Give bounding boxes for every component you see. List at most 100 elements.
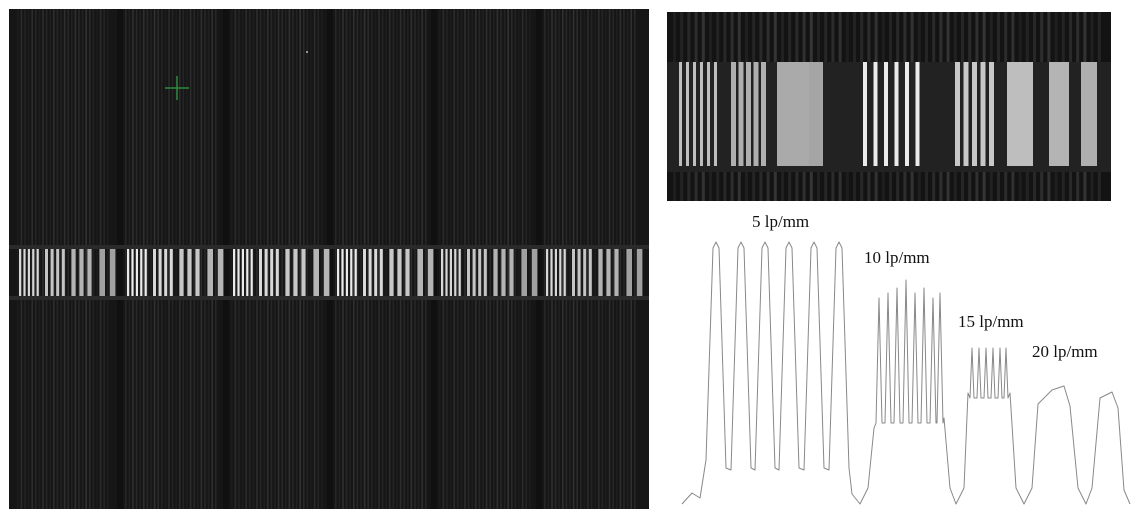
inset-bar [915, 62, 920, 166]
intensity-profile-plot: 5 lp/mm 10 lp/mm 15 lp/mm 20 lp/mm [672, 208, 1131, 512]
vertical-streak [204, 9, 206, 509]
bar-element [550, 249, 553, 296]
bar-element [195, 249, 200, 296]
vertical-streak [489, 9, 491, 509]
vertical-streak [256, 9, 258, 509]
vertical-streak [518, 9, 520, 509]
bar-element [275, 249, 279, 296]
vertical-streak [168, 9, 170, 509]
bar-element [323, 249, 330, 296]
main-image-canvas [9, 9, 649, 509]
vertical-streak [310, 9, 312, 509]
vertical-streak [353, 9, 355, 509]
bar-element [389, 249, 394, 296]
bar-element [250, 249, 253, 296]
vertical-streak [125, 9, 127, 509]
vertical-streak [193, 9, 195, 509]
bar-element [233, 249, 236, 296]
bar-element [36, 249, 39, 296]
bar-element [454, 249, 457, 296]
vertical-streak [403, 9, 405, 509]
vertical-streak [186, 9, 188, 509]
vertical-streak [96, 9, 98, 509]
bar-element [467, 249, 470, 296]
vertical-streak [146, 9, 149, 509]
bar-element [509, 249, 514, 296]
vertical-streak [471, 9, 473, 509]
bar-element [285, 249, 290, 296]
vertical-streak [231, 9, 233, 509]
bar-element [397, 249, 402, 296]
bar-element [521, 249, 527, 296]
vertical-streak [78, 9, 80, 509]
vertical-streak [53, 9, 55, 509]
bar-element [341, 249, 344, 296]
bar-element [61, 249, 65, 296]
vertical-streak [107, 9, 109, 509]
bar-element [187, 249, 192, 296]
vertical-streak [378, 9, 380, 509]
bar-element [445, 249, 448, 296]
vertical-streak [17, 9, 19, 509]
vertical-streak [263, 9, 265, 509]
bar-element [79, 249, 84, 296]
bar-element [313, 249, 319, 296]
inset-magnified-image [667, 12, 1111, 201]
label-15-lp-mm: 15 lp/mm [958, 312, 1024, 331]
bar-element [23, 249, 26, 296]
inset-bar [884, 62, 888, 166]
vertical-streak [507, 9, 509, 509]
vertical-streak [612, 9, 614, 509]
bar-element [293, 249, 298, 296]
vertical-streak [60, 9, 62, 509]
inset-bar [700, 62, 703, 166]
inset-bar [955, 62, 960, 166]
bar-element [99, 249, 105, 296]
vertical-streak [360, 9, 362, 509]
vertical-streak [252, 9, 255, 509]
bar-element [71, 249, 76, 296]
vertical-streak [67, 9, 69, 509]
bar-element [598, 249, 603, 296]
inset-bar [1049, 62, 1069, 166]
bar-element [345, 249, 348, 296]
inset-bar [693, 62, 696, 166]
vertical-streak [281, 9, 283, 509]
vertical-streak [482, 9, 484, 509]
inset-bar [707, 62, 710, 166]
bar-element [606, 249, 611, 296]
bar-element [379, 249, 383, 296]
inset-bar [989, 62, 994, 166]
bar-element [441, 249, 444, 296]
bar-element [140, 249, 143, 296]
vertical-streak [414, 9, 416, 509]
bar-element [472, 249, 476, 296]
group-gap [223, 9, 229, 509]
bar-element [32, 249, 35, 296]
vertical-streak [457, 9, 459, 509]
bar-element [246, 249, 249, 296]
bar-element [337, 249, 340, 296]
inset-bar [809, 62, 823, 166]
vertical-streak [35, 9, 37, 509]
vertical-streak [562, 9, 564, 509]
bar-element [354, 249, 357, 296]
bar-element [572, 249, 575, 296]
inset-bar [863, 62, 867, 166]
group-gap [327, 9, 333, 509]
vertical-streak [385, 9, 387, 509]
profile-line [681, 241, 1131, 505]
bar-element [626, 249, 632, 296]
group-gap [431, 9, 437, 509]
group-gap [536, 9, 542, 509]
inset-bar [873, 62, 878, 166]
vertical-streak [85, 9, 87, 509]
bar-element [554, 249, 557, 296]
inset-bar [738, 62, 744, 166]
vertical-streak [143, 9, 145, 509]
bar-element [350, 249, 353, 296]
vertical-streak [396, 9, 398, 509]
vertical-streak [410, 9, 413, 509]
bar-element [636, 249, 643, 296]
bar-element [449, 249, 452, 296]
